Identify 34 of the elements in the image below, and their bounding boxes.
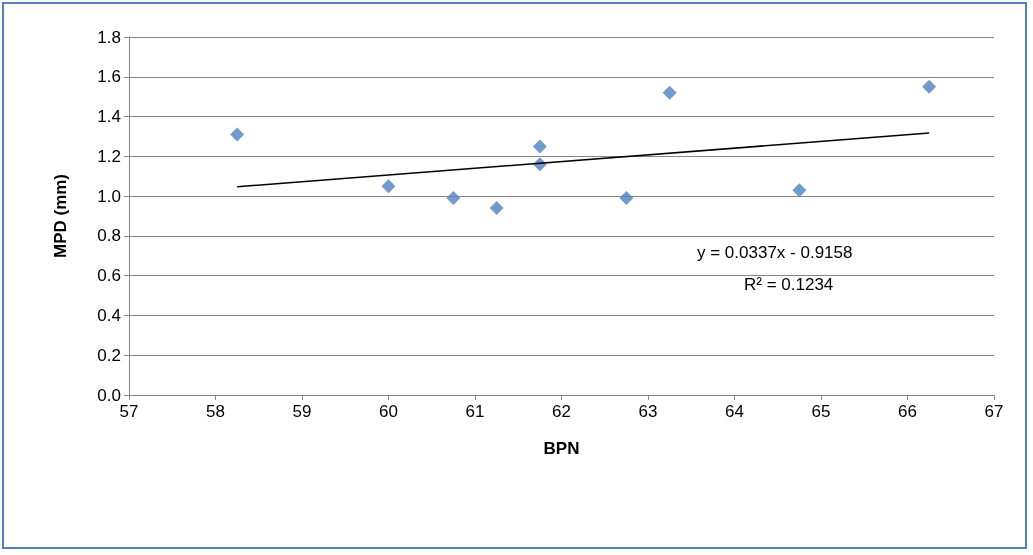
- x-tick-label: 57: [119, 402, 139, 421]
- x-tick-label: 67: [984, 402, 1004, 421]
- y-tick-label: 0.0: [97, 385, 121, 405]
- point: [922, 79, 937, 94]
- y-tick-label: 1.4: [97, 107, 121, 127]
- y-tick-label: 1.0: [97, 186, 121, 206]
- y-tick-label: 1.6: [97, 67, 121, 87]
- point: [489, 201, 504, 216]
- point: [792, 183, 807, 198]
- x-tick-label: 65: [811, 402, 831, 421]
- x-tick-label: 62: [552, 402, 571, 421]
- point: [230, 127, 245, 142]
- x-tick-label: 63: [638, 402, 658, 421]
- x-tick-label: 61: [465, 402, 485, 421]
- point: [619, 191, 634, 206]
- point: [532, 139, 547, 154]
- annotation: y = 0.0337x - 0.9158: [697, 243, 853, 262]
- x-tick-label: 59: [292, 402, 312, 421]
- y-tick-label: 0.8: [97, 226, 121, 246]
- x-tick-label: 58: [206, 402, 225, 421]
- point: [662, 85, 677, 100]
- y-tick-label: 0.4: [97, 305, 121, 325]
- x-tick-label: 60: [379, 402, 398, 421]
- point: [381, 179, 396, 194]
- x-tick-label: 66: [898, 402, 917, 421]
- point: [446, 191, 461, 206]
- x-tick-label: 64: [725, 402, 744, 421]
- y-tick-label: 0.2: [97, 345, 121, 365]
- x-axis-title: BPN: [543, 439, 580, 458]
- annotation: R² = 0.1234: [744, 275, 834, 294]
- y-tick-label: 1.8: [97, 27, 121, 47]
- y-axis-title: MPD (mm): [51, 173, 70, 259]
- y-tick-label: 1.2: [97, 146, 121, 166]
- y-tick-label: 0.6: [97, 266, 121, 286]
